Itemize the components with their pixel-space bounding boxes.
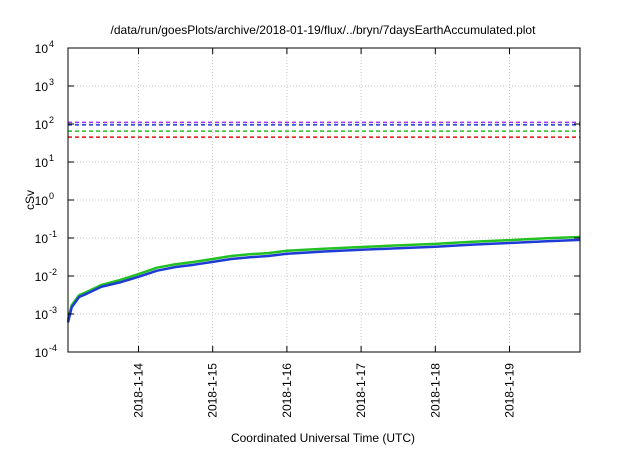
y-tick-base: 10: [35, 42, 49, 56]
y-tick-label: 10 2: [35, 115, 54, 132]
y-tick-base: 10: [35, 80, 49, 94]
y-tick-base: 10: [35, 270, 49, 284]
y-tick-label: 10 -1: [35, 229, 57, 246]
x-tick-label: 2018-1-14: [131, 363, 145, 418]
y-tick-base: 10: [35, 232, 49, 246]
series-lines: [66, 235, 581, 323]
x-tick-label: 2018-1-17: [354, 363, 368, 418]
y-tick-base: 10: [35, 118, 49, 132]
grid: [68, 48, 580, 352]
y-axis-label: cSv: [23, 190, 37, 210]
y-tick-exponent: 0: [49, 191, 54, 201]
x-tick-label: 2018-1-19: [503, 363, 517, 418]
x-tick-label: 2018-1-15: [206, 363, 220, 418]
chart-title: /data/run/goesPlots/archive/2018-01-19/f…: [111, 23, 537, 37]
y-tick-exponent: -2: [49, 267, 57, 277]
y-tick-base: 10: [35, 308, 49, 322]
y-tick-exponent: 2: [49, 115, 54, 125]
x-axis-ticks: 2018-1-14 2018-1-15 2018-1-16 2018-1-17 2018…: [131, 48, 517, 418]
threshold-lines: [68, 121, 580, 138]
x-tick-label: 2018-1-18: [428, 363, 442, 418]
y-tick-label: 10 -2: [35, 267, 57, 284]
series-line: [66, 238, 581, 323]
y-tick-label: 10 0: [35, 191, 54, 208]
y-tick-base: 10: [35, 346, 49, 360]
x-tick-label: 2018-1-16: [280, 363, 294, 418]
x-axis-label: Coordinated Universal Time (UTC): [231, 431, 415, 445]
y-tick-label: 10 1: [35, 153, 54, 170]
y-tick-exponent: 3: [49, 77, 54, 87]
y-tick-label: 10 -4: [35, 343, 57, 360]
y-tick-label: 10 4: [35, 39, 54, 56]
y-tick-label: 10 3: [35, 77, 54, 94]
y-tick-label: 10 -3: [35, 305, 57, 322]
y-tick-exponent: -3: [49, 305, 57, 315]
y-tick-base: 10: [35, 194, 49, 208]
y-tick-exponent: -4: [49, 343, 57, 353]
series-line: [66, 235, 581, 321]
y-tick-exponent: 4: [49, 39, 54, 49]
y-tick-exponent: -1: [49, 229, 57, 239]
y-tick-base: 10: [35, 156, 49, 170]
y-tick-exponent: 1: [49, 153, 54, 163]
